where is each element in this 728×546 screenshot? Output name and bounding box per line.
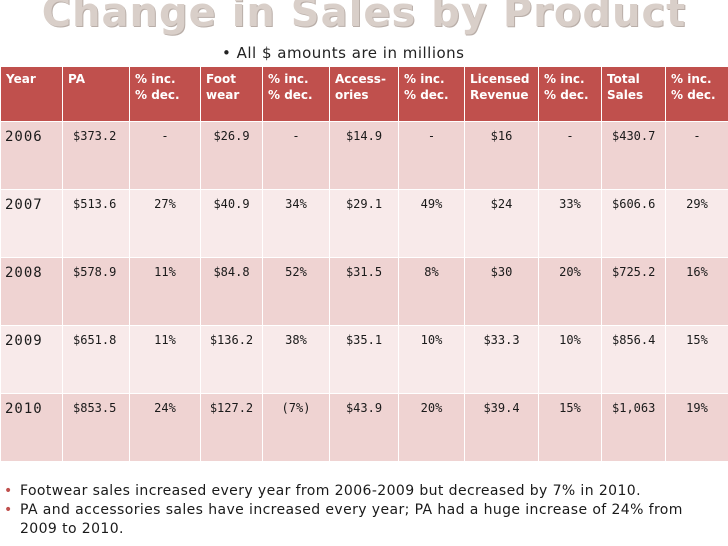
table-cell: $853.5 xyxy=(62,393,130,462)
table-cell: $136.2 xyxy=(200,325,263,394)
table-row: 2008 $578.9 11% $84.8 52% $31.5 8% $30 20% $725.2… xyxy=(0,257,728,326)
table-cell: $606.6 xyxy=(601,189,666,258)
bullet-item: • PA and accessories sales have increased… xyxy=(4,501,724,539)
column-header: % inc. % dec. xyxy=(538,66,602,122)
table-cell: $578.9 xyxy=(62,257,130,326)
column-header: Year xyxy=(0,66,63,122)
table-cell: 15% xyxy=(538,393,602,462)
table-cell: 38% xyxy=(262,325,330,394)
table-cell: 10% xyxy=(398,325,465,394)
table-cell: $513.6 xyxy=(62,189,130,258)
table-cell: $14.9 xyxy=(329,121,399,190)
table-cell: 10% xyxy=(538,325,602,394)
table-cell: $39.4 xyxy=(464,393,539,462)
table-cell: $725.2 xyxy=(601,257,666,326)
table-cell: $26.9 xyxy=(200,121,263,190)
summary-bullets: • Footwear sales increased every year fro… xyxy=(4,482,724,539)
bullet-icon: • xyxy=(4,483,13,499)
column-header: Licensed Revenue xyxy=(464,66,539,122)
slide-title: Change in Sales by Product xyxy=(41,0,687,36)
year-cell: 2009 xyxy=(0,325,63,394)
column-header: % inc. % dec. xyxy=(398,66,465,122)
table-cell: $430.7 xyxy=(601,121,666,190)
column-header: Access- ories xyxy=(329,66,399,122)
table-cell: 27% xyxy=(129,189,201,258)
table-cell: $373.2 xyxy=(62,121,130,190)
table-cell: 15% xyxy=(665,325,728,394)
table-cell: $31.5 xyxy=(329,257,399,326)
column-header: % inc. % dec. xyxy=(129,66,201,122)
table-cell: $33.3 xyxy=(464,325,539,394)
table-cell: - xyxy=(665,121,728,190)
sales-table: Year PA% inc. % dec. Foot wear% inc. % dec… xyxy=(0,66,728,462)
table-cell: - xyxy=(129,121,201,190)
table-cell: - xyxy=(262,121,330,190)
table-cell: 49% xyxy=(398,189,465,258)
table-cell: 34% xyxy=(262,189,330,258)
table-cell: 20% xyxy=(398,393,465,462)
column-header: % inc. % dec. xyxy=(665,66,728,122)
bullet-text: PA and accessories sales have increased … xyxy=(20,502,683,537)
table-header-row: Year PA% inc. % dec. Foot wear% inc. % dec… xyxy=(0,66,728,122)
table-cell: $651.8 xyxy=(62,325,130,394)
table-cell: $1,063 xyxy=(601,393,666,462)
table-cell: $24 xyxy=(464,189,539,258)
bullet-item: • Footwear sales increased every year fro… xyxy=(4,482,724,501)
table-cell: $30 xyxy=(464,257,539,326)
table-row: 2007 $513.6 27% $40.9 34% $29.1 49% $24 33% $606.… xyxy=(0,189,728,258)
column-header: PA xyxy=(62,66,130,122)
table-row: 2009 $651.8 11% $136.2 38% $35.1 10% $33.3 10% $8… xyxy=(0,325,728,394)
units-note: • All $ amounts are in millions xyxy=(222,44,465,62)
table-cell: $29.1 xyxy=(329,189,399,258)
table-cell: $16 xyxy=(464,121,539,190)
table-cell: 52% xyxy=(262,257,330,326)
table-cell: 19% xyxy=(665,393,728,462)
table-cell: - xyxy=(398,121,465,190)
year-cell: 2008 xyxy=(0,257,63,326)
column-header: Total Sales xyxy=(601,66,666,122)
table-cell: (7%) xyxy=(262,393,330,462)
table-row: 2010 $853.5 24% $127.2 (7%) $43.9 20% $39.4 15% $… xyxy=(0,393,728,462)
table-cell: 29% xyxy=(665,189,728,258)
table-cell: - xyxy=(538,121,602,190)
table-cell: 11% xyxy=(129,257,201,326)
table-cell: 33% xyxy=(538,189,602,258)
table-cell: 8% xyxy=(398,257,465,326)
table-row: 2006 $373.2- $26.9- $14.9- $16- $430.7- xyxy=(0,121,728,190)
year-cell: 2010 xyxy=(0,393,63,462)
table-cell: 11% xyxy=(129,325,201,394)
table-cell: 24% xyxy=(129,393,201,462)
bullet-text: Footwear sales increased every year from… xyxy=(20,483,641,499)
table-cell: $40.9 xyxy=(200,189,263,258)
column-header: % inc. % dec. xyxy=(262,66,330,122)
table-cell: $856.4 xyxy=(601,325,666,394)
year-cell: 2007 xyxy=(0,189,63,258)
year-cell: 2006 xyxy=(0,121,63,190)
column-header: Foot wear xyxy=(200,66,263,122)
table-cell: 16% xyxy=(665,257,728,326)
table-cell: $84.8 xyxy=(200,257,263,326)
table-cell: $43.9 xyxy=(329,393,399,462)
table-cell: 20% xyxy=(538,257,602,326)
table-cell: $35.1 xyxy=(329,325,399,394)
bullet-icon: • xyxy=(4,502,13,518)
table-cell: $127.2 xyxy=(200,393,263,462)
